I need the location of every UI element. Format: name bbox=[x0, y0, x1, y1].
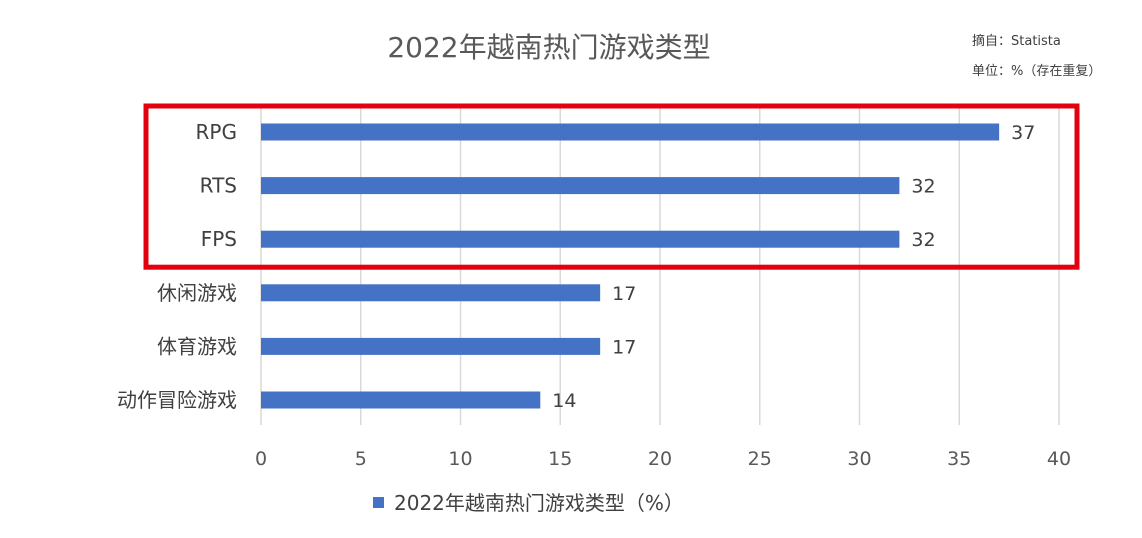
data-labels: 37 32 32 17 17 14 bbox=[552, 122, 1035, 412]
x-tick-label: 5 bbox=[355, 448, 367, 470]
category-label: RTS bbox=[200, 174, 237, 198]
legend-swatch bbox=[373, 497, 384, 508]
category-label: RPG bbox=[196, 120, 237, 144]
category-label: 体育游戏 bbox=[157, 334, 237, 358]
bar bbox=[261, 230, 900, 248]
x-axis-ticks: 0 5 10 15 20 25 30 35 40 bbox=[255, 448, 1071, 470]
data-label: 32 bbox=[911, 229, 935, 251]
highlight-box bbox=[143, 103, 1080, 270]
x-tick-label: 0 bbox=[255, 448, 267, 470]
legend-label: 2022年越南热门游戏类型（%） bbox=[394, 491, 684, 515]
bar bbox=[261, 123, 1000, 141]
data-label: 14 bbox=[552, 390, 576, 412]
bar bbox=[261, 177, 900, 195]
x-tick-label: 25 bbox=[748, 448, 772, 470]
x-tick-label: 20 bbox=[648, 448, 672, 470]
bars bbox=[261, 123, 1000, 409]
category-label: 休闲游戏 bbox=[157, 281, 237, 305]
x-tick-label: 10 bbox=[448, 448, 472, 470]
source-note: 摘自：Statista bbox=[972, 33, 1061, 49]
bar bbox=[261, 337, 601, 355]
category-label: FPS bbox=[201, 227, 237, 251]
chart-title: 2022年越南热门游戏类型 bbox=[387, 31, 710, 64]
category-label: 动作冒险游戏 bbox=[117, 388, 237, 412]
data-label: 17 bbox=[612, 283, 636, 305]
x-tick-label: 30 bbox=[847, 448, 871, 470]
x-tick-label: 40 bbox=[1047, 448, 1071, 470]
data-label: 32 bbox=[911, 176, 935, 198]
legend: 2022年越南热门游戏类型（%） bbox=[373, 491, 684, 515]
bar bbox=[261, 391, 541, 409]
bar bbox=[261, 284, 601, 302]
unit-note: 单位：%（存在重复） bbox=[972, 63, 1101, 79]
x-tick-label: 15 bbox=[548, 448, 572, 470]
x-tick-label: 35 bbox=[947, 448, 971, 470]
data-label: 17 bbox=[612, 336, 636, 358]
data-label: 37 bbox=[1011, 122, 1035, 144]
